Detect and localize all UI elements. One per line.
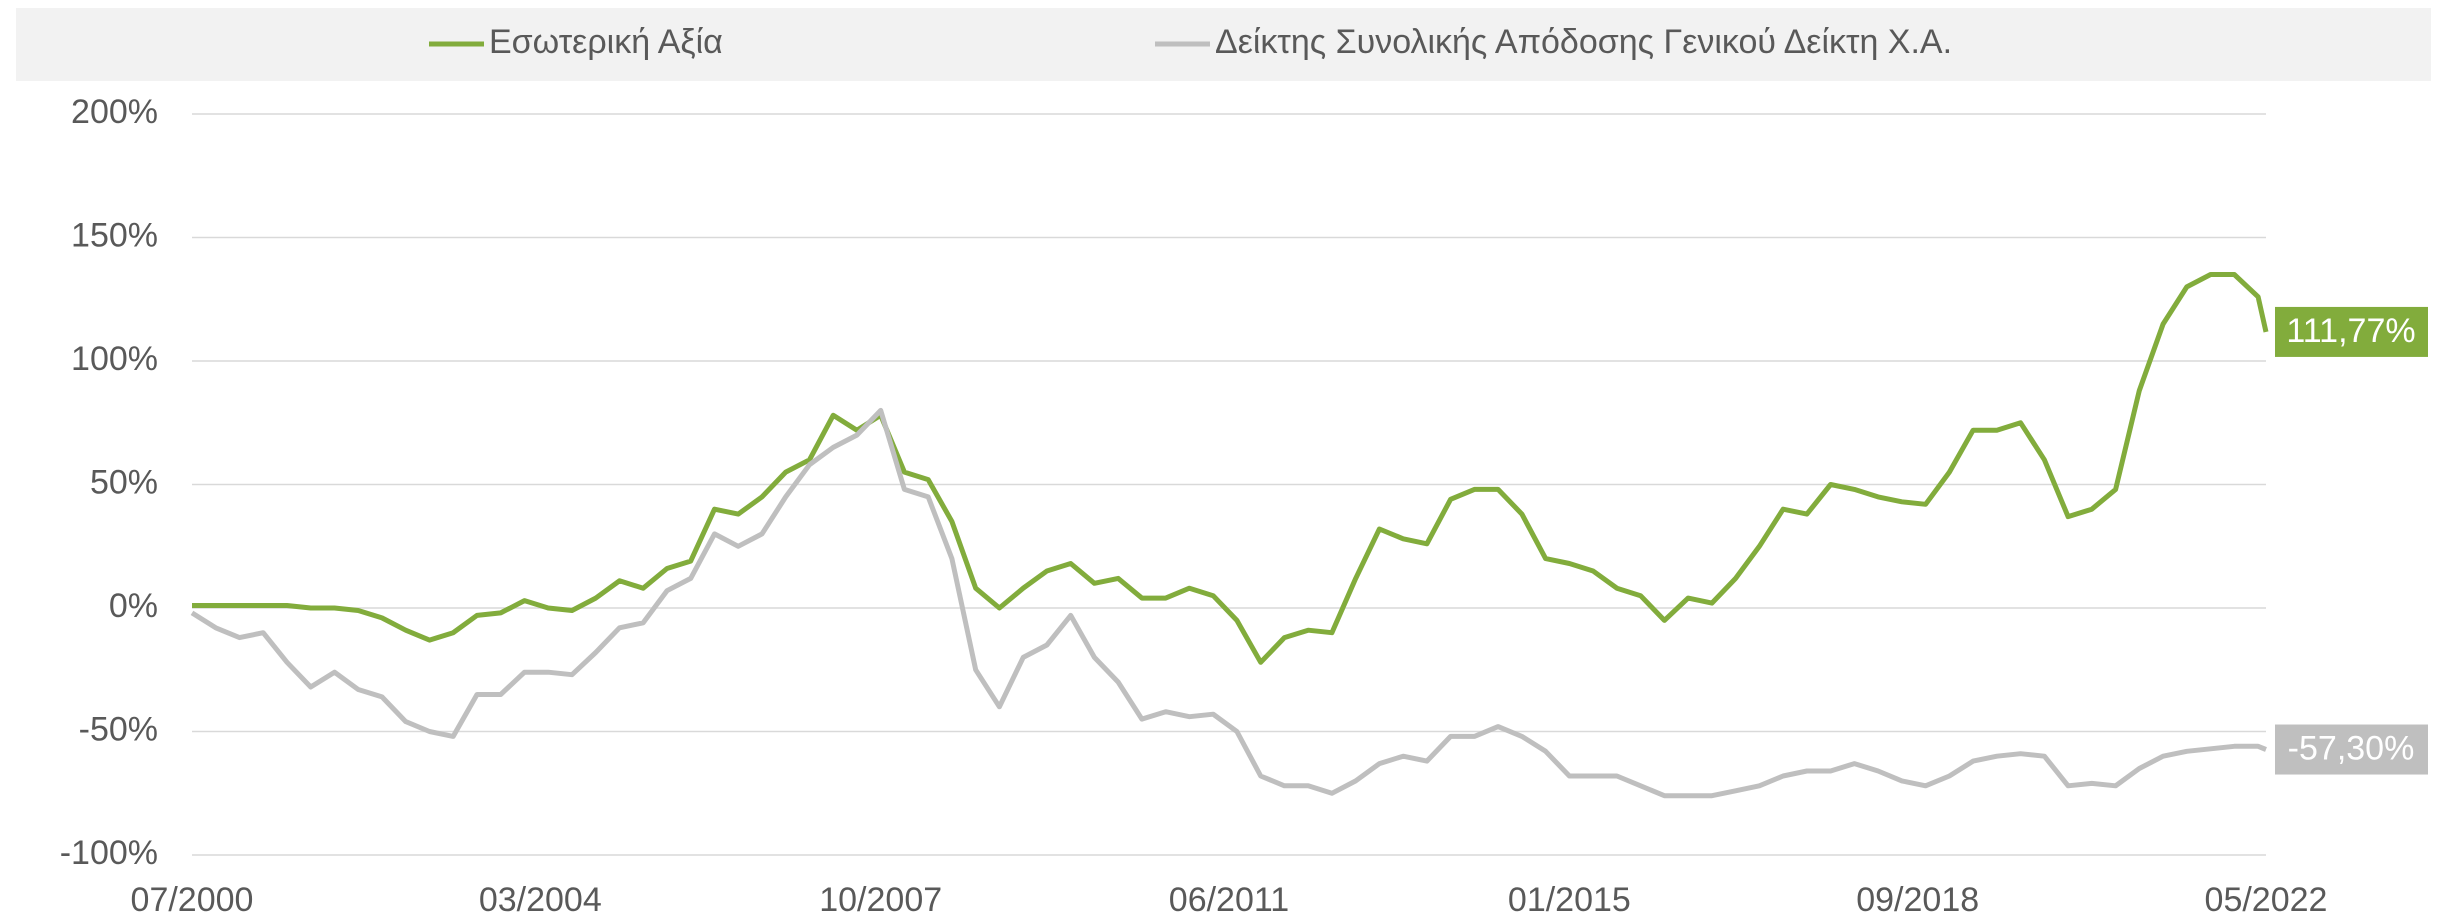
y-tick-label: 100% [71,340,158,378]
x-tick-label: 05/2022 [2205,881,2328,919]
y-tick-label: 200% [71,93,158,131]
end-label-box [2275,306,2428,357]
legend-band [16,8,2431,81]
legend-label: Δείκτης Συνολικής Απόδοσης Γενικού Δείκτ… [1215,23,1952,61]
series-line [190,407,2267,799]
legend-label: Εσωτερική Αξία [489,23,723,61]
end-label: 111,77% [2286,312,2415,350]
end-label: -57,30% [2288,730,2415,768]
y-tick-label: 150% [71,216,158,254]
x-tick-label: 07/2000 [131,881,254,919]
y-tick-label: 50% [90,463,158,501]
y-tick-label: 0% [109,587,158,625]
x-tick-label: 09/2018 [1856,881,1979,919]
x-tick-label: 01/2015 [1508,881,1631,919]
end-label-box [2275,724,2428,775]
series-line [192,272,2269,665]
y-tick-label: -100% [60,834,158,872]
x-tick-label: 03/2004 [479,881,602,919]
x-tick-label: 06/2011 [1169,881,1289,919]
y-tick-label: -50% [79,710,158,748]
x-tick-label: 10/2007 [819,881,942,919]
